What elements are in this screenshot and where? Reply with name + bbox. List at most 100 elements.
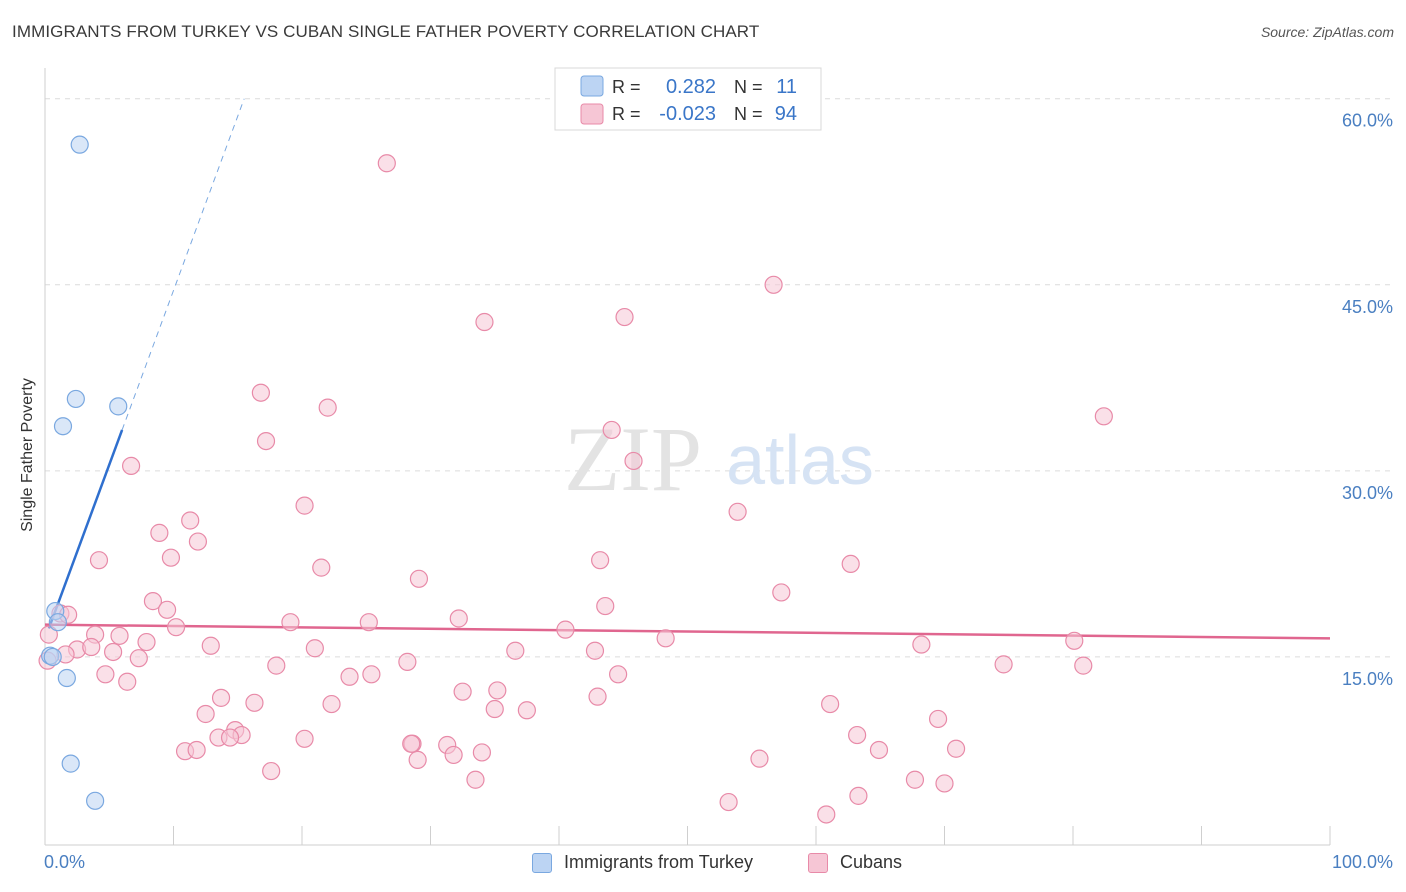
y-tick-label: 15.0% — [1342, 669, 1393, 689]
data-point-cubans — [211, 688, 231, 707]
y-tick-label: 60.0% — [1342, 111, 1393, 131]
data-point-cubans — [161, 548, 181, 567]
data-point-cubans — [841, 554, 860, 574]
data-point-cubans — [39, 625, 58, 644]
data-point-turkey — [48, 613, 67, 632]
legend-swatch-turkey — [532, 852, 552, 873]
data-point-cubans — [772, 583, 791, 602]
data-point-cubans — [312, 558, 331, 577]
data-point-cubans — [318, 398, 337, 417]
data-point-cubans — [281, 613, 300, 632]
data-point-cubans — [602, 420, 621, 440]
data-point-cubans — [196, 704, 215, 724]
data-point-cubans — [905, 770, 925, 789]
stats-n-value-cubans: 94 — [775, 103, 797, 125]
data-point-cubans — [150, 523, 169, 542]
data-point-turkey — [70, 135, 89, 154]
data-point-cubans — [295, 729, 314, 748]
data-point-cubans — [506, 641, 525, 660]
stats-r-label-turkey: R = — [612, 77, 641, 97]
stats-swatch-turkey — [580, 75, 604, 97]
y-tick-label: 30.0% — [1342, 483, 1393, 503]
data-point-cubans — [143, 592, 163, 611]
data-point-cubans — [994, 655, 1013, 674]
axes — [44, 68, 1331, 846]
data-point-cubans — [588, 687, 607, 706]
data-point-cubans — [475, 312, 494, 332]
legend-label-cubans: Cubans — [840, 852, 903, 872]
stats-n-label-cubans: N = — [734, 104, 763, 124]
x-tick-label-max: 100.0% — [1331, 852, 1393, 872]
data-point-cubans — [488, 681, 507, 700]
data-point-cubans — [408, 750, 427, 769]
data-point-cubans — [849, 786, 868, 805]
data-point-cubans — [262, 761, 281, 781]
data-point-cubans — [764, 275, 783, 294]
legend-item-turkey[interactable]: Immigrants from Turkey — [532, 852, 753, 873]
data-point-cubans — [466, 770, 485, 789]
data-point-cubans — [449, 609, 468, 628]
stats-r-value-turkey: 0.282 — [666, 76, 716, 98]
data-point-cubans — [340, 667, 359, 686]
data-point-turkey — [43, 647, 62, 667]
stats-swatch-cubans — [580, 103, 604, 125]
data-point-cubans — [129, 649, 148, 668]
gridlines — [45, 98, 1392, 658]
data-point-cubans — [817, 805, 836, 824]
data-point-cubans — [517, 701, 536, 720]
stats-n-value-turkey: 11 — [776, 76, 797, 98]
data-point-cubans — [104, 642, 123, 662]
data-point-cubans — [187, 740, 206, 760]
data-point-cubans — [928, 709, 948, 729]
y-tick-label: 45.0% — [1342, 297, 1393, 317]
data-point-cubans — [935, 774, 954, 793]
data-point-cubans — [89, 551, 109, 570]
watermark-atlas: atlas — [726, 421, 874, 499]
stats-r-label-cubans: R = — [612, 104, 641, 124]
data-point-cubans — [267, 656, 286, 675]
data-point-cubans — [656, 629, 675, 648]
data-point-cubans — [728, 502, 747, 521]
data-point-cubans — [402, 734, 421, 753]
trend-line-turkey-extension — [121, 98, 245, 431]
data-point-cubans — [305, 639, 324, 658]
data-point-cubans — [1074, 656, 1093, 675]
data-point-cubans — [624, 451, 643, 471]
data-point-cubans — [220, 728, 240, 747]
data-point-cubans — [585, 641, 605, 660]
trend-lines — [44, 98, 1331, 640]
data-point-turkey — [86, 791, 105, 810]
data-point-cubans — [362, 665, 381, 684]
trend-line-cubans — [44, 623, 1331, 640]
chart-title: IMMIGRANTS FROM TURKEY VS CUBAN SINGLE F… — [12, 22, 760, 41]
data-point-cubans — [82, 637, 101, 657]
data-point-cubans — [912, 635, 931, 654]
data-point-turkey — [61, 754, 80, 773]
data-point-cubans — [181, 511, 200, 530]
data-point-cubans — [157, 600, 177, 619]
data-point-cubans — [1094, 407, 1113, 426]
data-point-cubans — [1065, 631, 1084, 650]
legend-item-cubans[interactable]: Cubans — [808, 852, 902, 873]
legend-swatch-cubans — [808, 852, 828, 873]
data-point-cubans — [472, 743, 491, 762]
data-point-cubans — [137, 632, 156, 652]
trend-line-turkey — [47, 429, 124, 629]
data-point-turkey — [57, 668, 76, 688]
stats-r-value-cubans: -0.023 — [659, 103, 716, 125]
data-point-cubans — [295, 496, 314, 515]
data-point-turkey — [109, 397, 128, 416]
y-tick-labels: 15.0% 30.0% 45.0% 60.0% — [1342, 111, 1393, 689]
legend-label-turkey: Immigrants from Turkey — [564, 852, 754, 872]
chart-source: Source: ZipAtlas.com — [1260, 24, 1394, 40]
data-point-cubans — [719, 792, 738, 812]
data-point-cubans — [409, 569, 429, 588]
data-point-cubans — [110, 626, 129, 645]
data-point-cubans — [453, 682, 472, 701]
data-point-cubans — [188, 532, 208, 551]
data-point-turkey — [66, 389, 85, 409]
data-point-cubans — [596, 596, 615, 616]
data-point-cubans — [615, 307, 634, 327]
data-point-cubans — [848, 725, 867, 745]
